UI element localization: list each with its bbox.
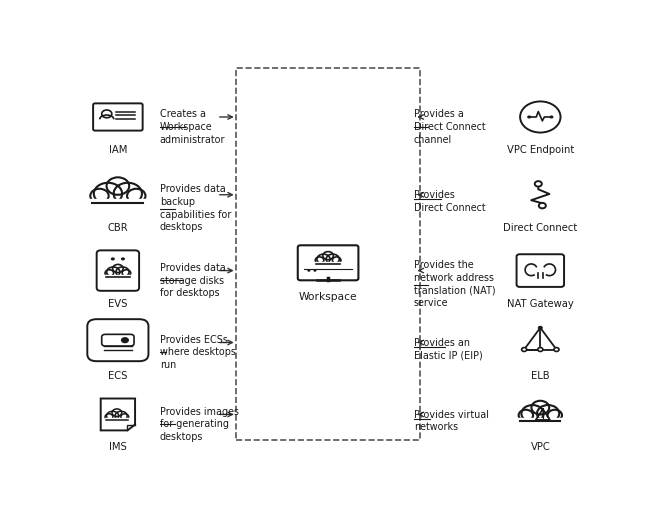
FancyBboxPatch shape bbox=[93, 104, 143, 131]
Circle shape bbox=[107, 267, 120, 277]
Circle shape bbox=[116, 267, 129, 277]
Circle shape bbox=[121, 414, 128, 420]
Text: Provides images
for generating
desktops: Provides images for generating desktops bbox=[160, 407, 239, 442]
Text: NAT Gateway: NAT Gateway bbox=[507, 298, 574, 309]
Text: Provides
Direct Connect: Provides Direct Connect bbox=[414, 190, 486, 213]
Circle shape bbox=[113, 183, 142, 205]
Circle shape bbox=[527, 116, 531, 119]
FancyBboxPatch shape bbox=[516, 254, 564, 287]
Circle shape bbox=[105, 414, 113, 420]
FancyBboxPatch shape bbox=[102, 334, 134, 346]
Circle shape bbox=[333, 257, 341, 264]
FancyBboxPatch shape bbox=[87, 319, 149, 361]
Text: ECS: ECS bbox=[108, 371, 128, 380]
Circle shape bbox=[316, 257, 324, 264]
Circle shape bbox=[548, 410, 562, 421]
Circle shape bbox=[121, 258, 125, 261]
Text: EVS: EVS bbox=[108, 298, 128, 309]
FancyBboxPatch shape bbox=[96, 250, 139, 291]
Circle shape bbox=[307, 269, 310, 272]
Circle shape bbox=[538, 326, 543, 330]
Circle shape bbox=[127, 189, 145, 203]
Circle shape bbox=[550, 116, 554, 119]
Text: Creates a
Workspace
administrator: Creates a Workspace administrator bbox=[160, 109, 226, 145]
Circle shape bbox=[314, 269, 316, 272]
Text: Workspace: Workspace bbox=[299, 292, 357, 302]
Text: ELB: ELB bbox=[531, 371, 550, 380]
Circle shape bbox=[538, 347, 543, 351]
Circle shape bbox=[522, 347, 527, 351]
Circle shape bbox=[122, 270, 130, 276]
Circle shape bbox=[112, 409, 122, 417]
Circle shape bbox=[541, 413, 544, 416]
Circle shape bbox=[106, 411, 119, 421]
Circle shape bbox=[115, 411, 127, 421]
Circle shape bbox=[539, 203, 546, 209]
Circle shape bbox=[90, 189, 109, 203]
Text: VPC Endpoint: VPC Endpoint bbox=[507, 145, 574, 155]
Circle shape bbox=[531, 401, 549, 415]
Circle shape bbox=[113, 265, 123, 273]
Text: Direct Connect: Direct Connect bbox=[503, 223, 578, 233]
Circle shape bbox=[121, 337, 129, 343]
FancyBboxPatch shape bbox=[298, 245, 359, 280]
Circle shape bbox=[323, 251, 333, 260]
Circle shape bbox=[522, 405, 544, 422]
Circle shape bbox=[317, 254, 330, 264]
Circle shape bbox=[520, 102, 561, 132]
Circle shape bbox=[518, 410, 533, 421]
Text: VPC: VPC bbox=[531, 442, 550, 452]
Text: Provides virtual
networks: Provides virtual networks bbox=[414, 410, 489, 432]
Text: Provides data
backup
capabilities for
desktops: Provides data backup capabilities for de… bbox=[160, 184, 231, 232]
Text: CBR: CBR bbox=[108, 223, 128, 233]
Circle shape bbox=[106, 177, 129, 195]
Circle shape bbox=[554, 347, 559, 351]
Circle shape bbox=[102, 110, 112, 118]
Text: IAM: IAM bbox=[109, 145, 127, 155]
Text: IMS: IMS bbox=[109, 442, 126, 452]
Circle shape bbox=[94, 183, 122, 205]
Circle shape bbox=[111, 258, 115, 261]
Circle shape bbox=[535, 181, 542, 186]
Text: Provides data
storage disks
for desktops: Provides data storage disks for desktops bbox=[160, 263, 226, 298]
Circle shape bbox=[326, 254, 339, 264]
Circle shape bbox=[537, 405, 559, 422]
Polygon shape bbox=[100, 398, 135, 430]
Text: Provides a
Direct Connect
channel: Provides a Direct Connect channel bbox=[414, 109, 486, 145]
Text: Provides ECSs
where desktops
run: Provides ECSs where desktops run bbox=[160, 335, 235, 370]
Circle shape bbox=[105, 270, 113, 276]
Text: Provides the
network address
translation (NAT)
service: Provides the network address translation… bbox=[414, 260, 496, 308]
Text: Provides an
Elastic IP (EIP): Provides an Elastic IP (EIP) bbox=[414, 338, 482, 361]
